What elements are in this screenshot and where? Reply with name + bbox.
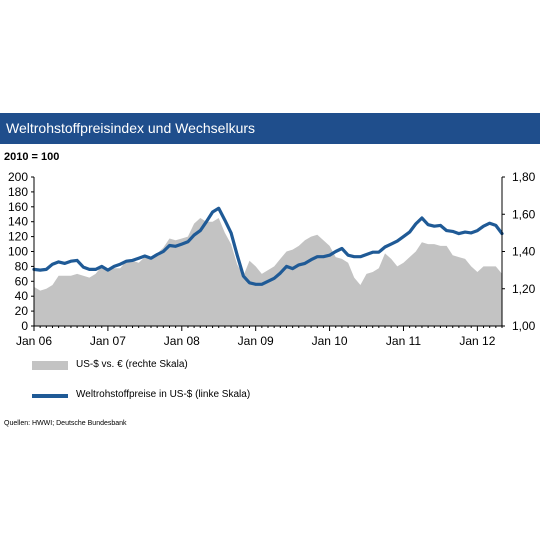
y-right-tick-label: 1,00: [512, 319, 536, 333]
y-left-tick-label: 120: [8, 230, 28, 244]
y-left-tick-label: 80: [15, 259, 29, 273]
x-tick-label: Jan 08: [164, 334, 200, 348]
area-series-usd-eur: [34, 218, 502, 326]
line-series-commodity-prices: [32, 206, 504, 286]
x-tick-label: Jan 11: [386, 334, 421, 348]
x-tick-label: Jan 06: [16, 334, 52, 348]
line-series-layer: [32, 206, 504, 286]
area-series-layer: [34, 218, 502, 326]
y-right-tick-label: 1,80: [512, 170, 536, 184]
x-tick-label: Jan 07: [90, 334, 126, 348]
x-tick-label: Jan 09: [238, 334, 274, 348]
y-left-tick-label: 140: [8, 215, 28, 229]
y-left-tick-label: 60: [15, 274, 29, 288]
x-tick-label: Jan 10: [312, 334, 348, 348]
y-left-tick-label: 20: [15, 304, 29, 318]
y-left-tick-label: 40: [15, 289, 29, 303]
legend-swatch-line: [32, 394, 68, 398]
y-left-tick-label: 200: [8, 170, 28, 184]
chart-title: Weltrohstoffpreisindex und Wechselkurs: [0, 113, 540, 144]
y-left-tick-label: 100: [8, 245, 28, 259]
legend-label-area: US-$ vs. € (rechte Skala): [76, 359, 188, 370]
y-left-tick-label: 180: [8, 185, 28, 199]
y-right-tick-label: 1,40: [512, 245, 536, 259]
y-right-tick-label: 1,20: [512, 282, 536, 296]
x-tick-label: Jan 12: [459, 334, 495, 348]
y-right-tick-label: 1,60: [512, 207, 536, 221]
legend-label-line: Weltrohstoffpreise in US-$ (linke Skala): [76, 389, 251, 400]
chart-subtitle: 2010 = 100: [4, 151, 60, 163]
y-left-tick-label: 0: [21, 319, 28, 333]
y-left-tick-label: 160: [8, 200, 28, 214]
source-note: Quellen: HWWI; Deutsche Bundesbank: [4, 420, 127, 427]
legend-swatch-area: [32, 361, 68, 370]
